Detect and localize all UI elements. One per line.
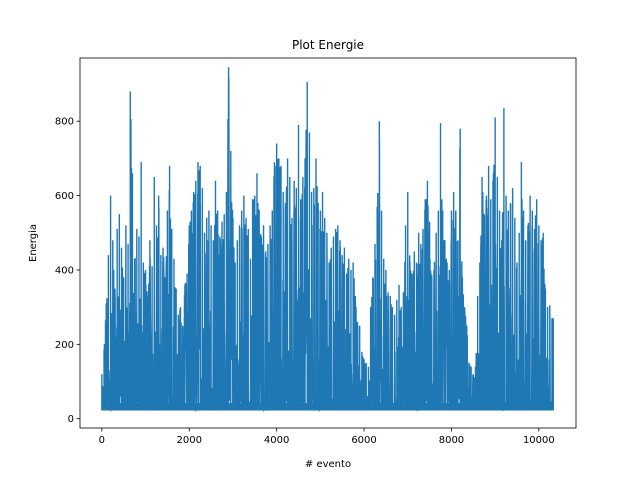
y-tick-label: 400 xyxy=(55,265,74,276)
y-tick-label: 200 xyxy=(55,340,74,351)
y-axis-ticks: 0 200 400 600 800 xyxy=(55,117,80,425)
x-tick-label: 0 xyxy=(99,435,105,446)
series-baseline-band xyxy=(101,403,554,411)
chart-title: Plot Energie xyxy=(292,38,364,52)
y-tick-label: 0 xyxy=(68,414,74,425)
y-tick-label: 600 xyxy=(55,191,74,202)
plot-area xyxy=(101,67,554,413)
y-tick-label: 800 xyxy=(55,117,74,128)
x-axis-label: # evento xyxy=(305,459,351,470)
x-axis-ticks: 0 2000 4000 6000 8000 10000 xyxy=(99,428,555,446)
x-tick-label: 8000 xyxy=(439,435,464,446)
series-line-energia xyxy=(101,67,554,413)
x-tick-label: 6000 xyxy=(351,435,376,446)
axes-frame xyxy=(79,57,577,429)
x-tick-label: 10000 xyxy=(523,435,555,446)
y-axis-label: Energia xyxy=(28,224,39,262)
x-tick-label: 4000 xyxy=(264,435,289,446)
x-tick-label: 2000 xyxy=(177,435,202,446)
